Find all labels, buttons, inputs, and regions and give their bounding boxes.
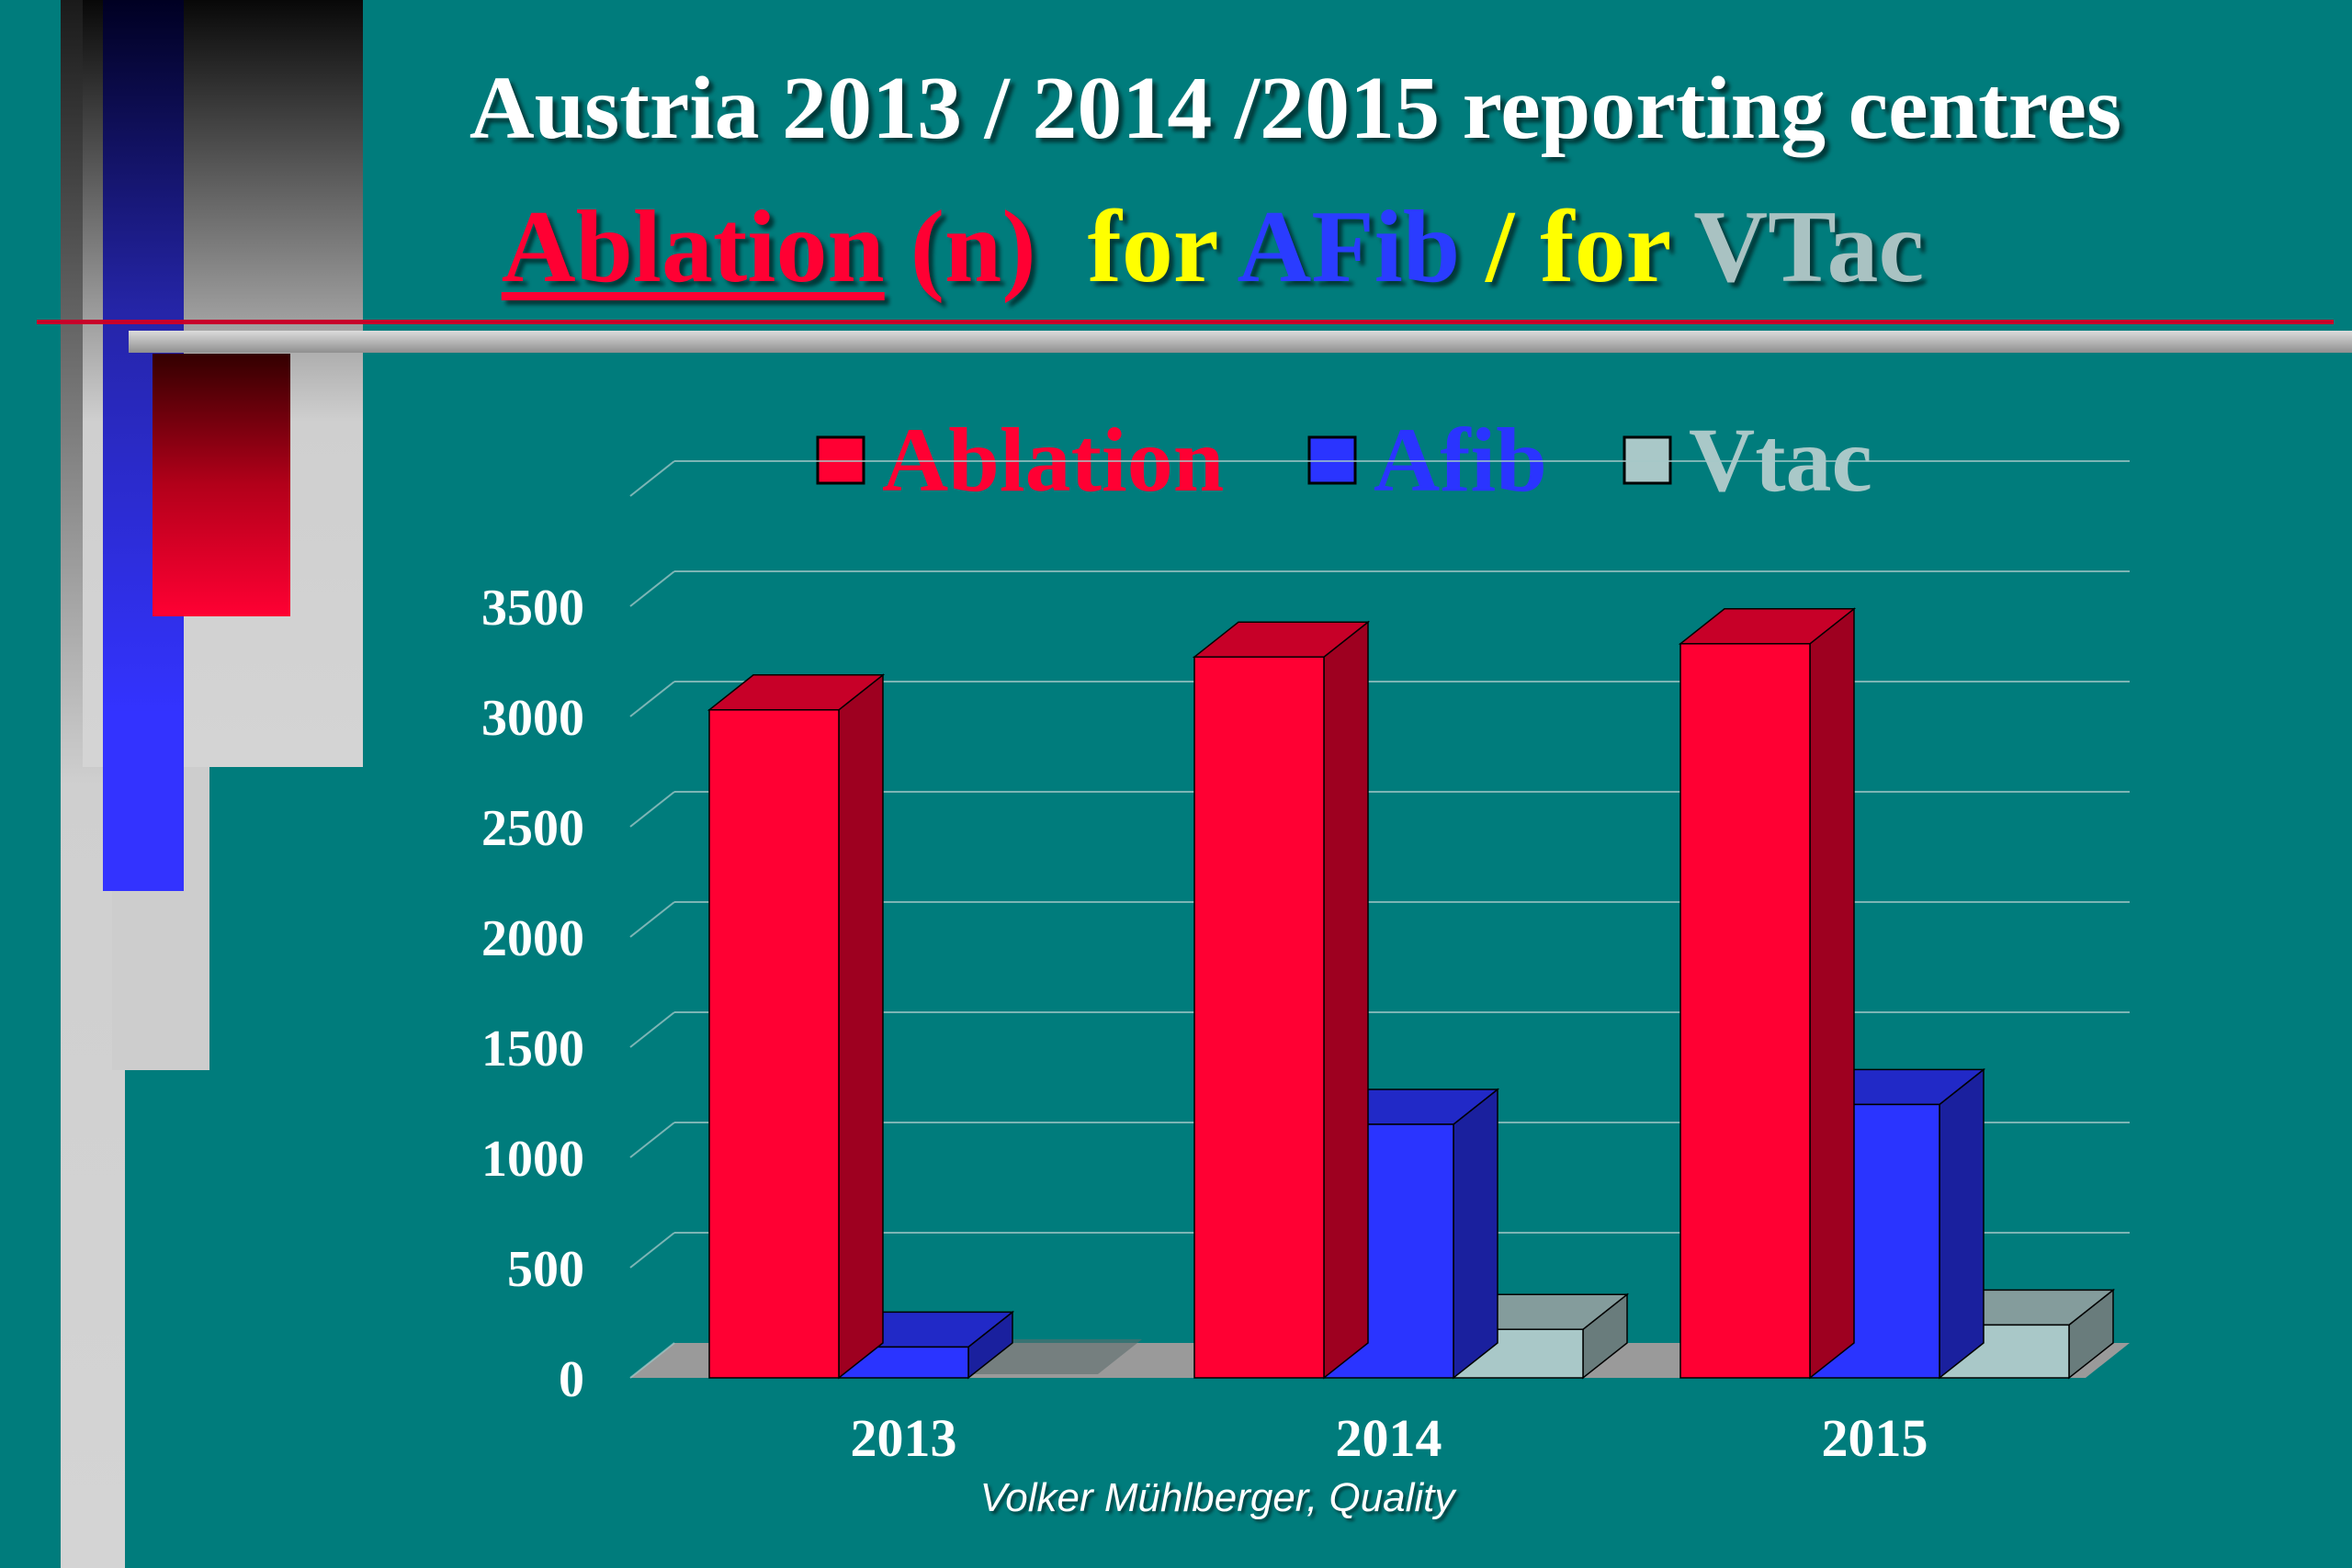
subtitle-for-2: for bbox=[1540, 190, 1670, 304]
chart-subtitle: Ablation (n) for AFib / for VTac bbox=[0, 188, 2352, 307]
subtitle-afib: AFib bbox=[1237, 190, 1461, 304]
bar-vtac-2013 bbox=[968, 1339, 1142, 1374]
bar-front-ablation-2013 bbox=[708, 709, 840, 1379]
bar-side-ablation-2014 bbox=[1323, 620, 1369, 1380]
gridline-side-3500 bbox=[629, 570, 675, 607]
gridline-side-0 bbox=[629, 1342, 675, 1379]
gridline-side-3000 bbox=[629, 681, 675, 717]
x-tick-label-2013: 2013 bbox=[851, 1408, 957, 1468]
gridline-side-2000 bbox=[629, 901, 675, 938]
y-tick-label-3500: 3500 bbox=[481, 580, 584, 637]
subtitle-n: (n) bbox=[910, 190, 1036, 304]
gridline-side-1000 bbox=[629, 1122, 675, 1158]
bar-front-ablation-2015 bbox=[1679, 643, 1811, 1379]
bar-side-afib-2015 bbox=[1939, 1067, 1984, 1380]
chart-legend: Ablation Afib Vtac bbox=[816, 409, 1872, 511]
x-tick-label-2015: 2015 bbox=[1822, 1408, 1928, 1468]
y-tick-label-2000: 2000 bbox=[481, 910, 584, 967]
bar-top-vtac-2013 bbox=[968, 1339, 1142, 1374]
deco-red-bar bbox=[153, 354, 290, 616]
x-tick-label-2014: 2014 bbox=[1336, 1408, 1442, 1468]
chart-title: Austria 2013 / 2014 /2015 reporting cent… bbox=[469, 59, 2122, 158]
bar-side-afib-2014 bbox=[1453, 1088, 1498, 1380]
gridline-top-side bbox=[629, 460, 675, 497]
y-tick-label-2500: 2500 bbox=[481, 800, 584, 857]
bar-side-ablation-2015 bbox=[1809, 607, 1855, 1380]
legend-label-afib: Afib bbox=[1374, 409, 1547, 511]
bar-ablation-2013 bbox=[707, 673, 886, 1380]
chart-bars bbox=[707, 607, 2116, 1380]
y-tick-label-500: 500 bbox=[507, 1241, 584, 1298]
gridline-side-500 bbox=[629, 1232, 675, 1269]
subtitle-separator: / bbox=[1486, 190, 1515, 304]
bar-ablation-2014 bbox=[1192, 620, 1371, 1380]
y-tick-label-1500: 1500 bbox=[481, 1021, 584, 1077]
y-tick-label-1000: 1000 bbox=[481, 1131, 584, 1188]
bar-front-ablation-2014 bbox=[1193, 656, 1325, 1379]
y-tick-label-3000: 3000 bbox=[481, 690, 584, 747]
y-axis-ticks: 0 500 1000 1500 2000 2500 3000 3500 bbox=[481, 580, 584, 1408]
subtitle-vtac: VTac bbox=[1693, 190, 1925, 304]
footer-credit: Volker Mühlberger, Quality bbox=[979, 1475, 1455, 1520]
bar-side-ablation-2013 bbox=[838, 673, 884, 1380]
legend-label-ablation: Ablation bbox=[882, 409, 1224, 511]
gridline-side-2500 bbox=[629, 791, 675, 828]
subtitle-for-1: for bbox=[1087, 190, 1217, 304]
subtitle-ablation: Ablation bbox=[501, 190, 885, 304]
deco-gray-rule bbox=[129, 331, 2352, 353]
x-axis-ticks: 2013 2014 2015 bbox=[851, 1408, 1928, 1468]
y-tick-label-0: 0 bbox=[559, 1351, 584, 1408]
gridline-side-1500 bbox=[629, 1011, 675, 1048]
legend-label-vtac: Vtac bbox=[1689, 409, 1872, 511]
deco-red-line bbox=[37, 320, 2334, 324]
bar-ablation-2015 bbox=[1678, 607, 1857, 1380]
